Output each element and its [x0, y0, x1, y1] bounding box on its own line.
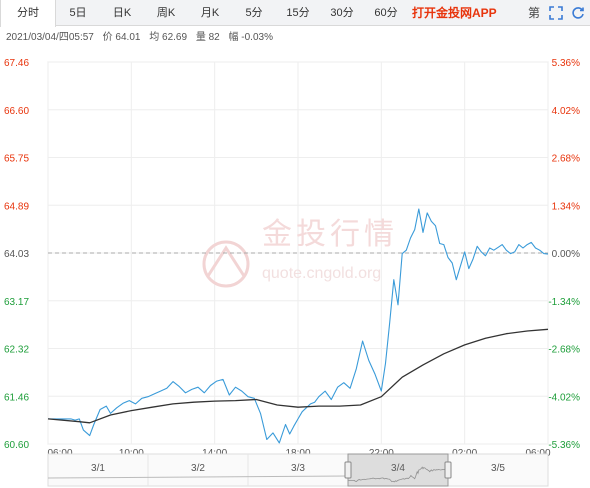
- navigator-selection-window: [347, 453, 449, 487]
- period-tab-bar: 分时 5日 日K 周K 月K 5分 15分 30分 60分 打开金投网APP 第: [0, 0, 590, 27]
- y-tick-label-left: 67.46: [4, 58, 29, 69]
- chart-grid: [47, 61, 549, 445]
- tab-daily-k[interactable]: 日K: [112, 7, 132, 19]
- tab-30min[interactable]: 30分: [330, 7, 354, 19]
- watermark-text: 金投行情: [262, 217, 398, 252]
- y-tick-label-right: 0.00%: [552, 249, 580, 260]
- quote-price: 价 64.01: [102, 32, 141, 43]
- y-tick-label-left: 65.75: [4, 154, 29, 165]
- fullscreen-icon[interactable]: [546, 3, 566, 23]
- y-tick-label-left: 66.60: [4, 106, 29, 117]
- tab-weekly-k[interactable]: 周K: [156, 7, 176, 19]
- tab-5min[interactable]: 5分: [245, 7, 263, 19]
- intraday-chart[interactable]: 金投行情 quote.cngold.org 67.46 5.36% 66.60 4.0…: [0, 52, 590, 488]
- watermark: 金投行情 quote.cngold.org: [202, 217, 398, 288]
- y-tick-label-left: 60.60: [4, 440, 29, 451]
- tab-60min[interactable]: 60分: [374, 7, 398, 19]
- navigator-date-label: 3/1: [91, 463, 105, 474]
- tab-intraday[interactable]: 分时: [0, 0, 56, 27]
- axis-labels: 67.46 5.36% 66.60 4.02% 65.75 2.68% 64.89 1.34%…: [4, 58, 580, 459]
- y-tick-label-right: 5.36%: [552, 58, 580, 69]
- navigator-frame: [47, 453, 549, 487]
- quote-change: 幅 -0.03%: [228, 32, 273, 43]
- quote-volume: 量 82: [195, 32, 220, 43]
- watermark-logo-icon: [206, 245, 246, 277]
- y-tick-label-left: 64.03: [4, 249, 29, 260]
- function-button[interactable]: 第: [527, 6, 540, 20]
- navigator-date-label: 3/3: [291, 463, 305, 474]
- y-tick-label-left: 63.17: [4, 297, 29, 308]
- tab-monthly-k[interactable]: 月K: [200, 7, 220, 19]
- open-app-link[interactable]: 打开金投网APP: [412, 6, 497, 20]
- navigator-overview-line: [348, 466, 449, 483]
- price-line: [48, 208, 549, 444]
- navigator-handle[interactable]: [344, 461, 352, 479]
- y-tick-label-right: -1.34%: [548, 297, 580, 308]
- navigator-date-label: 3/2: [191, 463, 205, 474]
- y-tick-label-right: 2.68%: [552, 154, 580, 165]
- tab-5day[interactable]: 5日: [69, 7, 87, 19]
- y-tick-label-right: 4.02%: [552, 106, 580, 117]
- y-tick-label-left: 61.46: [4, 392, 29, 403]
- watermark-url: quote.cngold.org: [262, 265, 381, 282]
- series-lines: [47, 208, 549, 444]
- y-tick-label-left: 64.89: [4, 201, 29, 212]
- range-navigator[interactable]: 3/1 3/2 3/3 3/4 3/5: [47, 453, 549, 487]
- y-tick-label-right: 1.34%: [552, 201, 580, 212]
- quote-datetime: 2021/03/04/四05:57: [6, 32, 94, 43]
- navigator-overview-line: [47, 475, 349, 479]
- quote-average: 均 62.69: [149, 32, 188, 43]
- quote-info-line: 2021/03/04/四05:57 价 64.01 均 62.69 量 82 幅…: [6, 31, 279, 45]
- navigator-date-label: 3/4: [391, 463, 405, 474]
- refresh-icon[interactable]: [568, 3, 588, 23]
- navigator-handle[interactable]: [444, 461, 452, 479]
- tab-15min[interactable]: 15分: [286, 7, 310, 19]
- y-tick-label-right: -5.36%: [548, 440, 580, 451]
- y-tick-label-left: 62.32: [4, 345, 29, 356]
- average-price-line: [47, 328, 549, 424]
- y-tick-label-right: -2.68%: [548, 345, 580, 356]
- navigator-date-label: 3/5: [491, 463, 505, 474]
- y-tick-label-right: -4.02%: [548, 392, 580, 403]
